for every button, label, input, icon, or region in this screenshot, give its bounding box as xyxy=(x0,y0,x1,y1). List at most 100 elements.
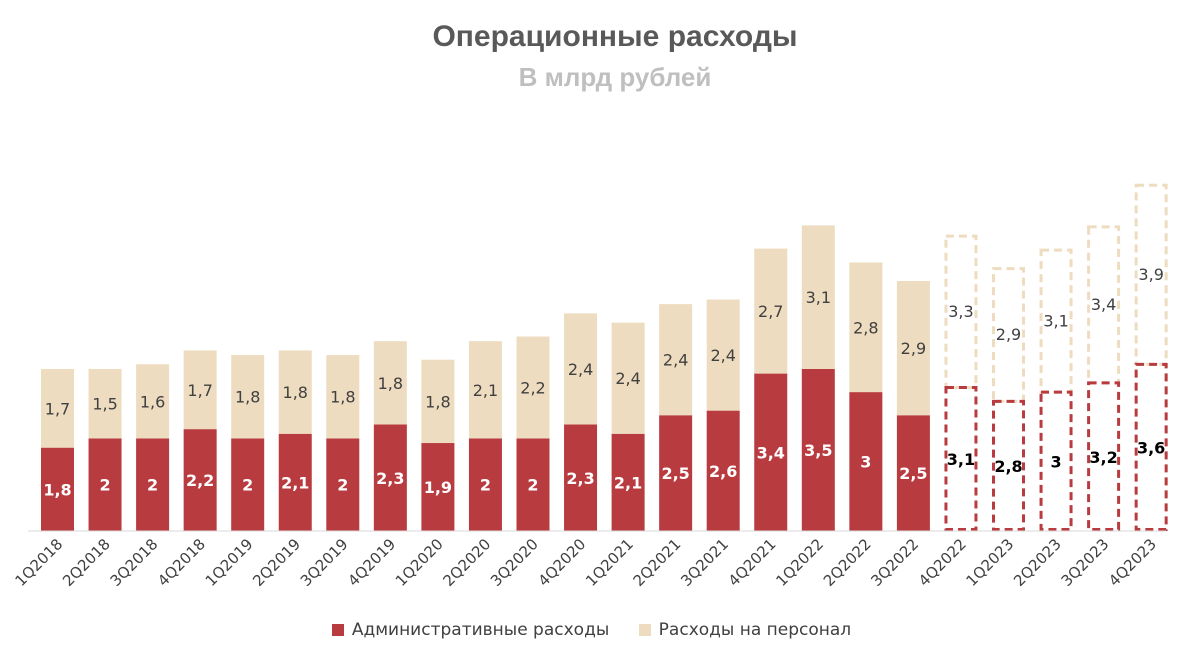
chart-title: Операционные расходы xyxy=(432,20,798,53)
x-tick-label: 4Q2021 xyxy=(725,535,780,590)
data-label-admin: 3,6 xyxy=(1137,439,1165,458)
bar-admin xyxy=(754,373,788,531)
data-label-staff: 2,1 xyxy=(473,381,498,400)
bar-staff xyxy=(468,341,502,439)
data-label-staff: 2,4 xyxy=(568,360,593,379)
bar-admin xyxy=(611,433,645,531)
x-tick-label: 2Q2020 xyxy=(439,535,494,590)
chart-subtitle: В млрд рублей xyxy=(518,62,712,92)
data-label-admin: 1,8 xyxy=(43,480,71,499)
bar-staff xyxy=(896,280,930,416)
bar-admin xyxy=(468,438,502,531)
data-label-admin: 2 xyxy=(527,476,538,495)
data-label-admin: 2 xyxy=(99,476,110,495)
bar-staff xyxy=(659,304,693,416)
x-tick-label: 2Q2019 xyxy=(249,535,304,590)
data-label-admin: 3,1 xyxy=(947,450,975,469)
bar-staff xyxy=(516,336,550,439)
data-label-staff: 1,8 xyxy=(378,374,403,393)
x-tick-label: 3Q2018 xyxy=(107,535,162,590)
bar-admin xyxy=(231,438,265,531)
bar-admin xyxy=(421,443,455,531)
bars-layer xyxy=(41,183,1168,531)
data-label-staff: 2,9 xyxy=(996,325,1021,344)
data-label-staff: 2,4 xyxy=(615,369,640,388)
data-label-staff: 1,7 xyxy=(187,381,212,400)
x-tick-label: 1Q2022 xyxy=(772,535,827,590)
bar-admin xyxy=(801,368,835,531)
x-tick-label: 3Q2019 xyxy=(297,535,352,590)
data-label-staff: 1,8 xyxy=(425,392,450,411)
data-label-admin: 3,5 xyxy=(804,441,832,460)
data-label-staff: 1,8 xyxy=(283,383,308,402)
bar-staff xyxy=(564,313,598,425)
bar-staff xyxy=(849,262,883,393)
data-label-admin: 1,9 xyxy=(424,478,452,497)
bar-admin xyxy=(896,415,930,531)
data-label-staff: 2,4 xyxy=(710,346,735,365)
x-tick-label: 2Q2023 xyxy=(1010,535,1065,590)
x-tick-label: 3Q2022 xyxy=(867,535,922,590)
bar-admin xyxy=(88,438,122,531)
bar-admin-forecast xyxy=(1087,381,1121,531)
data-label-admin: 2,2 xyxy=(186,471,214,490)
x-tick-label: 4Q2020 xyxy=(535,535,590,590)
bar-admin-forecast xyxy=(944,385,978,531)
x-tick-label: 1Q2019 xyxy=(202,535,257,590)
bar-admin-forecast xyxy=(992,399,1025,531)
bar-admin xyxy=(659,415,693,531)
bar-admin xyxy=(183,429,217,531)
data-label-admin: 2,6 xyxy=(709,462,737,481)
data-label-staff: 3,4 xyxy=(1091,295,1116,314)
x-tick-label: 1Q2023 xyxy=(963,535,1018,590)
legend: Административные расходы Расходы на перс… xyxy=(0,620,1183,641)
data-label-admin: 2,3 xyxy=(376,469,404,488)
chart-plot: 1,8 1,7 2 1,5 2 1,6 2,2 1,7 2 1,8 2,1 1,8 2 1,8 2,3 1,8… xyxy=(12,183,1168,590)
bar-admin xyxy=(849,392,883,531)
bar-staff xyxy=(801,225,835,369)
x-tick-label: 2Q2018 xyxy=(59,535,114,590)
x-tick-label: 4Q2022 xyxy=(915,535,970,590)
legend-label-admin: Административные расходы xyxy=(351,620,610,640)
bar-staff xyxy=(136,364,170,439)
legend-swatch-staff xyxy=(638,624,651,636)
legend-swatch-admin xyxy=(331,624,344,636)
data-label-admin: 2 xyxy=(337,476,348,495)
data-label-staff: 2,2 xyxy=(520,378,545,397)
bar-staff xyxy=(183,350,217,430)
bar-staff xyxy=(706,299,740,411)
data-label-staff: 3,1 xyxy=(1043,311,1068,330)
bar-admin xyxy=(326,438,360,531)
data-label-admin: 3 xyxy=(860,453,871,472)
data-label-staff: 1,6 xyxy=(140,392,165,411)
data-label-admin: 2,1 xyxy=(614,473,642,492)
data-label-staff: 2,9 xyxy=(901,339,926,358)
data-label-staff: 1,7 xyxy=(45,399,70,418)
x-tick-label: 2Q2022 xyxy=(820,535,875,590)
labels-layer: 1,8 1,7 2 1,5 2 1,6 2,2 1,7 2 1,8 2,1 1,8 2 1,8 2,3 1,8… xyxy=(43,265,1165,499)
data-label-admin: 2 xyxy=(480,476,491,495)
bar-admin-forecast xyxy=(1039,390,1073,531)
bar-staff xyxy=(278,350,312,434)
bar-admin xyxy=(373,424,407,531)
data-label-staff: 1,5 xyxy=(92,395,117,414)
data-label-admin: 3 xyxy=(1050,453,1061,472)
bar-staff xyxy=(88,368,122,439)
bar-admin xyxy=(278,433,312,531)
x-tick-label: 3Q2021 xyxy=(677,535,732,590)
x-tick-label: 3Q2023 xyxy=(1058,535,1113,590)
data-label-staff: 3,1 xyxy=(806,288,831,307)
data-label-staff: 3,3 xyxy=(948,302,973,321)
data-label-staff: 2,4 xyxy=(663,351,688,370)
data-label-staff: 1,8 xyxy=(235,388,260,407)
x-tick-label: 3Q2020 xyxy=(487,535,542,590)
bar-staff xyxy=(231,355,265,439)
bar-admin xyxy=(516,438,550,531)
x-tick-label: 4Q2018 xyxy=(154,535,209,590)
bar-staff xyxy=(421,359,455,444)
data-label-admin: 2,3 xyxy=(566,469,594,488)
data-label-staff: 1,8 xyxy=(330,388,355,407)
legend-item-admin: Административные расходы xyxy=(331,620,610,640)
bar-admin xyxy=(136,438,170,531)
x-tick-label: 2Q2021 xyxy=(630,535,685,590)
